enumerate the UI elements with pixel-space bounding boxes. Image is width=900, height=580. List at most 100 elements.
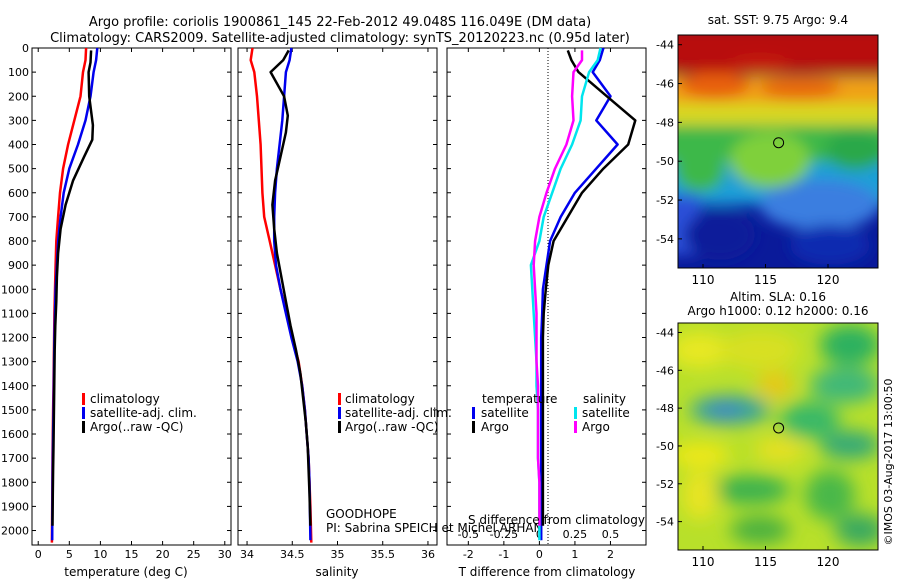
x-tick-label: 1 [571, 548, 578, 561]
lat-tick-label: -54 [656, 516, 674, 529]
lon-tick-label: 110 [692, 273, 715, 287]
y-tick-label: 1000 [1, 283, 29, 296]
x-tick-label: 2 [607, 548, 614, 561]
lat-tick-label: -54 [656, 233, 674, 246]
temperature-axis-ticks: 0 5 10 15 20 25 30 [35, 48, 232, 561]
annotation-program: GOODHOPE [326, 507, 397, 521]
legend-swatch-climatology [82, 393, 85, 405]
y-tick-label: 400 [8, 139, 29, 152]
series-line-argo-raw-qc [269, 49, 312, 526]
series-line-satellite-adj-clim [272, 47, 312, 541]
temperature-series [50, 47, 99, 543]
sst-heatmap-image [678, 35, 878, 268]
lat-tick-label: -52 [656, 478, 674, 491]
y-tick-label: 1300 [1, 356, 29, 369]
difference-plot: -2 -1 0 1 2 -0.5 -0.25 0 0.25 0.5 S difference f… [446, 47, 647, 579]
figure-title-line1: Argo profile: coriolis 1900861_145 22-Fe… [89, 15, 591, 30]
y-tick-label: 1700 [1, 452, 29, 465]
x2-tick-label: 0.25 [563, 528, 588, 541]
x-tick-label: 0 [536, 548, 543, 561]
legend-title-temperature: temperature [482, 392, 557, 406]
y-tick-label: 1400 [1, 380, 29, 393]
legend-label-sal-satellite: satellite [582, 406, 630, 420]
x2-tick-label: 0.5 [602, 528, 620, 541]
x2-tick-label: -0.5 [458, 528, 479, 541]
sst-map-frame [677, 34, 879, 269]
salinity-legend: climatology satellite-adj. clim. Argo(..… [338, 392, 452, 434]
y-tick-label: 2000 [1, 525, 29, 538]
legend-swatch-sal-argo [574, 421, 577, 433]
x-tick-label: 34.5 [280, 548, 305, 561]
legend-label-temp-argo: Argo [481, 420, 509, 434]
x-tick-label: -1 [498, 548, 509, 561]
legend-label-climatology: climatology [90, 392, 160, 406]
legend-label-climatology: climatology [345, 392, 415, 406]
y-tick-label: 1200 [1, 332, 29, 345]
sla-heatmap-image [678, 323, 878, 550]
temperature-difference-axis-label: T difference from climatology [458, 565, 636, 579]
lat-tick-label: -46 [656, 78, 674, 91]
temperature-difference-ticks: -2 -1 0 1 2 [463, 48, 614, 561]
lat-tick-label: -46 [656, 364, 674, 377]
temperature-plot: 0100200300400500600700800900100011001200… [1, 42, 232, 579]
y-tick-label: 900 [8, 259, 29, 272]
x-tick-label: 30 [218, 548, 232, 561]
x-tick-label: 0 [35, 548, 42, 561]
legend-label-sal-argo: Argo [582, 420, 610, 434]
legend-swatch-temp-argo [472, 421, 475, 433]
series-line-temperature-argo [541, 49, 637, 526]
lat-tick-label: -50 [656, 440, 674, 453]
series-line-temperature-satellite [539, 47, 619, 541]
x-tick-label: 20 [156, 548, 170, 561]
y-tick-label: 600 [8, 187, 29, 200]
y-tick-label: 800 [8, 235, 29, 248]
legend-label-satellite-adj: satellite-adj. clim. [90, 406, 197, 420]
sst-map-title: sat. SST: 9.75 Argo: 9.4 [708, 13, 848, 27]
lat-tick-label: -44 [656, 39, 674, 52]
legend-label-satellite-adj: satellite-adj. clim. [345, 406, 452, 420]
lon-tick-label: 120 [817, 273, 840, 287]
y-tick-label: 700 [8, 211, 29, 224]
y-tick-label: 1600 [1, 428, 29, 441]
lon-tick-label: 110 [692, 555, 715, 569]
sla-map-title-line2: Argo h1000: 0.12 h2000: 0.16 [688, 304, 869, 318]
x-tick-label: 36 [421, 548, 435, 561]
x-tick-label: 15 [125, 548, 139, 561]
sst-lon-ticks: 110 115 120 [692, 264, 840, 287]
y-tick-label: 100 [8, 66, 29, 79]
y-tick-label: 1900 [1, 500, 29, 513]
difference-depth-ticks [447, 47, 646, 532]
x-tick-label: 35 [331, 548, 345, 561]
legend-label-temp-satellite: satellite [481, 406, 529, 420]
lat-tick-label: -50 [656, 155, 674, 168]
lat-tick-label: -44 [656, 326, 674, 339]
legend-swatch-argo [338, 421, 341, 433]
sla-map: Altim. SLA: 0.16 Argo h1000: 0.12 h2000:… [656, 290, 879, 569]
argo-location-marker [773, 422, 785, 434]
legend-swatch-satellite-adj [338, 407, 341, 419]
annotation-pi: PI: Sabrina SPEICH et Michel ARHAN [326, 521, 543, 535]
x-tick-label: 10 [93, 548, 107, 561]
temperature-plot-frame [31, 47, 232, 546]
legend-swatch-temp-satellite [472, 407, 475, 419]
salinity-plot: 34 34.5 35 35.5 36 salinity climatology sate… [237, 47, 543, 579]
salinity-difference-axis-label: S difference from climatology [468, 513, 645, 527]
argo-location-marker [773, 137, 785, 149]
x-tick-label: 34 [240, 548, 254, 561]
lat-tick-label: -52 [656, 194, 674, 207]
legend-swatch-argo [82, 421, 85, 433]
sla-map-frame [677, 322, 879, 551]
series-line-salinity-argo [532, 50, 584, 526]
legend-swatch-climatology [338, 393, 341, 405]
y-tick-label: 200 [8, 90, 29, 103]
depth-axis-ticks: 0 100 200 300 400 500 600 700 800 900 1000 1100 1200… [1, 42, 231, 538]
y-tick-label: 0 [22, 42, 29, 55]
salinity-series [249, 47, 313, 543]
lat-tick-label: -48 [656, 402, 674, 415]
difference-legend: temperature salinity satellite Argo sate… [472, 392, 630, 434]
lon-tick-label: 120 [817, 555, 840, 569]
x2-tick-label: -0.25 [490, 528, 518, 541]
sst-map: sat. SST: 9.75 Argo: 9.4 [656, 13, 879, 287]
lon-tick-label: 115 [754, 273, 777, 287]
figure-title-line2: Climatology: CARS2009. Satellite-adjuste… [50, 31, 630, 46]
